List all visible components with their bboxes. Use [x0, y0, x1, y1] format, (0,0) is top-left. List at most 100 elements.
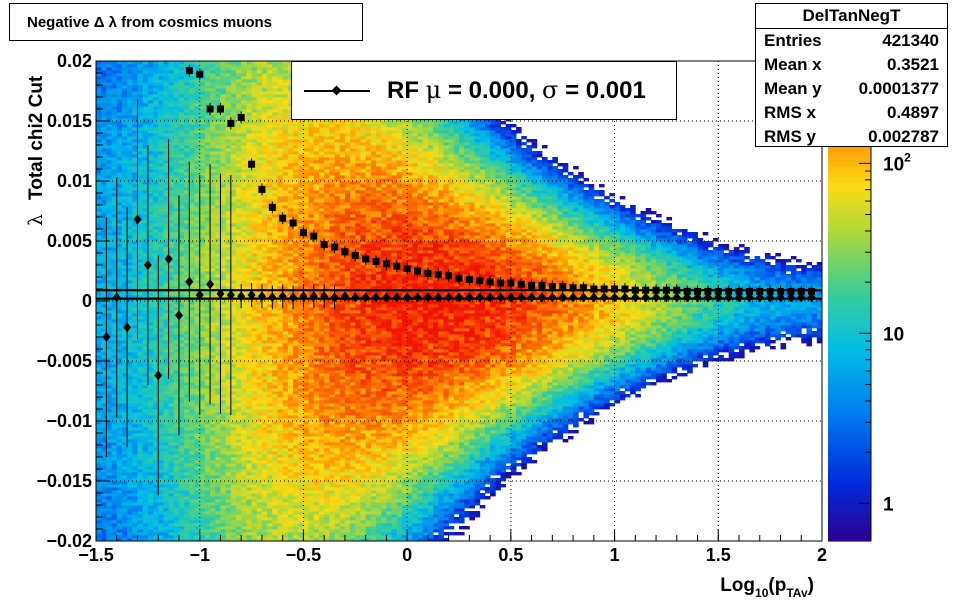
heatmap-cell — [101, 529, 107, 533]
heatmap-cell — [241, 370, 247, 374]
heatmap-cell — [147, 139, 154, 143]
heatmap-cell — [194, 517, 201, 521]
heatmap-cell — [163, 310, 169, 314]
heatmap-cell — [153, 205, 159, 209]
heatmap-cell — [116, 154, 123, 158]
heatmap-cell — [251, 418, 258, 422]
heatmap-cell — [142, 235, 149, 239]
heatmap-cell — [163, 391, 169, 395]
heatmap-cell — [225, 223, 232, 227]
heatmap-cell — [184, 97, 190, 101]
heatmap-cell — [137, 466, 144, 470]
heatmap-cell — [168, 301, 175, 305]
heatmap-cell — [178, 439, 185, 443]
heatmap-cell — [184, 160, 190, 164]
heatmap-cell — [210, 496, 216, 500]
heatmap-cell — [173, 415, 180, 419]
heatmap-cell — [116, 100, 123, 104]
heatmap-cell — [158, 274, 164, 278]
heatmap-cell — [236, 139, 242, 143]
heatmap-cell — [137, 178, 144, 182]
heatmap-cell — [204, 526, 211, 530]
heatmap-cell — [251, 169, 258, 173]
heatmap-cell — [251, 319, 258, 323]
heatmap-cell — [121, 70, 128, 74]
heatmap-cell — [111, 313, 118, 317]
heatmap-cell — [178, 88, 185, 92]
heatmap-cell — [111, 280, 118, 284]
heatmap-cell — [210, 199, 216, 203]
heatmap-cell — [106, 178, 112, 182]
heatmap-cell — [194, 319, 201, 323]
heatmap-cell — [199, 493, 206, 497]
heatmap-cell — [168, 490, 175, 494]
heatmap-cell — [127, 481, 133, 485]
heatmap-cell — [230, 88, 237, 92]
heatmap-cell — [184, 196, 190, 200]
heatmap-cell — [204, 181, 211, 185]
heatmap-cell — [142, 151, 149, 155]
heatmap-cell — [111, 85, 118, 89]
heatmap-cell — [210, 118, 216, 122]
heatmap-cell — [236, 301, 242, 305]
heatmap-cell — [147, 166, 154, 170]
heatmap-cell — [225, 205, 232, 209]
heatmap-cell — [121, 436, 128, 440]
heatmap-cell — [199, 208, 206, 212]
heatmap-cell — [153, 466, 159, 470]
heatmap-cell — [158, 112, 164, 116]
heatmap-cell — [215, 487, 221, 491]
heatmap-cell — [199, 463, 206, 467]
heatmap-cell — [153, 103, 159, 107]
heatmap-cell — [116, 502, 123, 506]
heatmap-cell — [184, 496, 190, 500]
heatmap-cell — [178, 466, 185, 470]
heatmap-cell — [147, 211, 154, 215]
heatmap-cell — [153, 280, 159, 284]
heatmap-cell — [204, 250, 211, 254]
heatmap-cell — [251, 511, 258, 515]
heatmap-cell — [230, 265, 237, 269]
heatmap-cell — [111, 277, 118, 281]
heatmap-cell — [230, 349, 237, 353]
heatmap-cell — [142, 439, 149, 443]
heatmap-cell — [101, 301, 107, 305]
heatmap-cell — [163, 430, 169, 434]
heatmap-cell — [116, 529, 123, 533]
heatmap-cell — [189, 190, 195, 194]
heatmap-cell — [168, 418, 175, 422]
heatmap-cell — [121, 391, 128, 395]
heatmap-cell — [168, 187, 175, 191]
heatmap-cell — [111, 535, 118, 539]
heatmap-cell — [96, 517, 102, 521]
heatmap-cell — [199, 355, 206, 359]
heatmap-cell — [220, 265, 227, 269]
heatmap-cell — [173, 196, 180, 200]
heatmap-cell — [199, 427, 206, 431]
heatmap-cell — [153, 349, 159, 353]
heatmap-cell — [178, 196, 185, 200]
heatmap-cell — [96, 526, 102, 530]
heatmap-cell — [246, 415, 252, 419]
heatmap-cell — [204, 268, 211, 272]
heatmap-cell — [163, 190, 169, 194]
heatmap-cell — [142, 397, 149, 401]
heatmap-cell — [173, 490, 180, 494]
heatmap-cell — [173, 433, 180, 437]
heatmap-cell — [153, 481, 159, 485]
heatmap-cell — [246, 484, 252, 488]
heatmap-cell — [121, 343, 128, 347]
heatmap-cell — [194, 187, 201, 191]
heatmap-cell — [220, 67, 227, 71]
heatmap-cell — [116, 211, 123, 215]
heatmap-cell — [194, 355, 201, 359]
heatmap-cell — [184, 472, 190, 476]
heatmap-cell — [147, 358, 154, 362]
heatmap-cell — [168, 82, 175, 86]
heatmap-cell — [132, 361, 138, 365]
heatmap-cell — [137, 154, 144, 158]
heatmap-cell — [210, 100, 216, 104]
heatmap-cell — [199, 301, 206, 305]
heatmap-cell — [116, 277, 123, 281]
heatmap-cell — [204, 115, 211, 119]
